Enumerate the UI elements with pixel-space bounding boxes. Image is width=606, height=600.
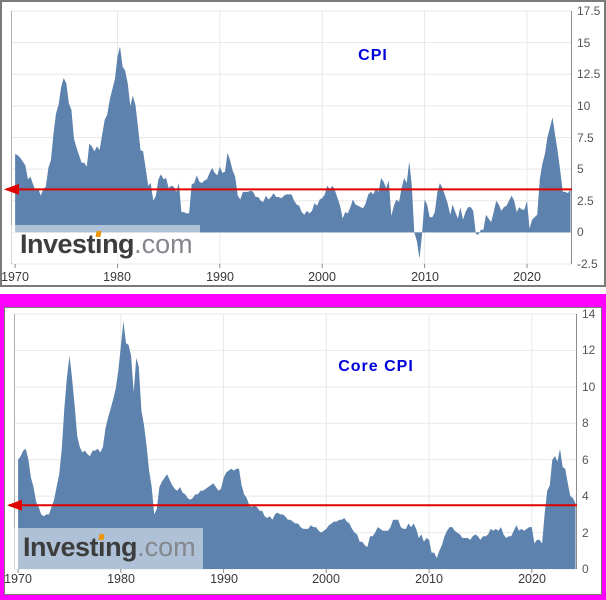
x-axis-tick-label: 2020 bbox=[513, 270, 541, 284]
y-axis-tick-label: 10 bbox=[582, 380, 596, 394]
y-axis-tick-label: 0 bbox=[582, 562, 589, 576]
x-axis-tick-label: 2000 bbox=[308, 270, 336, 284]
y-axis-tick-label: 8 bbox=[582, 416, 589, 430]
y-axis-tick-label: 5 bbox=[577, 162, 584, 176]
y-axis-tick-label: 17.5 bbox=[577, 4, 601, 18]
y-axis-tick-label: 0 bbox=[577, 225, 584, 239]
x-axis-tick-label: 2010 bbox=[411, 270, 439, 284]
core-cpi-chart-panel: 0 2 4 6 8 10 12 14 1970 1980 1990 2000 2010 2020 Cor… bbox=[4, 307, 602, 595]
core-cpi-plot-area[interactable] bbox=[7, 313, 577, 573]
x-axis-tick-label: 2020 bbox=[518, 572, 546, 586]
watermark-brand-text: Investing bbox=[20, 229, 135, 259]
y-axis-tick-label: 7.5 bbox=[577, 131, 594, 145]
y-axis-tick-label: 2.5 bbox=[577, 194, 594, 208]
red-arrow-icon bbox=[4, 183, 19, 195]
y-axis-tick-label: 12 bbox=[582, 343, 596, 357]
y-axis-tick-label: 6 bbox=[582, 453, 589, 467]
x-axis-tick-label: 1990 bbox=[210, 572, 238, 586]
y-axis-tick-label: 10 bbox=[577, 99, 591, 113]
y-axis-tick-label: 12.5 bbox=[577, 67, 601, 81]
watermark-suffix-text: .com bbox=[137, 532, 196, 562]
magenta-highlight-frame: 0 2 4 6 8 10 12 14 1970 1980 1990 2000 2010 2020 Cor… bbox=[0, 294, 606, 600]
y-axis-tick-label: 2 bbox=[582, 526, 589, 540]
red-arrow-icon bbox=[7, 499, 22, 511]
x-axis-tick-label: 1970 bbox=[1, 270, 29, 284]
cpi-plot-area[interactable] bbox=[4, 10, 572, 268]
orange-i-accent-icon: i bbox=[98, 532, 106, 562]
area-series bbox=[18, 321, 576, 569]
cpi-chart-panel: -2.5 0 2.5 5 7.5 10 12.5 15 17.5 1970 1980 1990 200… bbox=[0, 0, 606, 287]
red-reference-line bbox=[4, 183, 572, 195]
x-axis-tick-label: 2000 bbox=[312, 572, 340, 586]
watermark-brand-text: Investing bbox=[23, 532, 138, 562]
y-axis-tick-label: -2.5 bbox=[577, 257, 598, 271]
x-axis-tick-label: 1980 bbox=[107, 572, 135, 586]
y-axis-tick-label: 14 bbox=[582, 307, 596, 321]
investing-watermark: Investing.com bbox=[14, 528, 203, 569]
x-axis-tick-label: 1990 bbox=[206, 270, 234, 284]
y-axis-tick-label: 15 bbox=[577, 36, 591, 50]
investing-watermark: Investing.com bbox=[11, 225, 200, 263]
x-axis-tick-label: 2010 bbox=[415, 572, 443, 586]
area-series bbox=[15, 46, 571, 259]
x-axis-tick-label: 1970 bbox=[4, 572, 32, 586]
red-reference-line bbox=[7, 499, 577, 511]
cpi-chart-title: CPI bbox=[358, 47, 388, 64]
orange-i-accent-icon: i bbox=[95, 229, 103, 259]
y-axis-tick-label: 4 bbox=[582, 489, 589, 503]
core-cpi-chart-title: Core CPI bbox=[338, 358, 414, 375]
watermark-suffix-text: .com bbox=[134, 229, 193, 259]
x-axis-tick-label: 1980 bbox=[103, 270, 131, 284]
